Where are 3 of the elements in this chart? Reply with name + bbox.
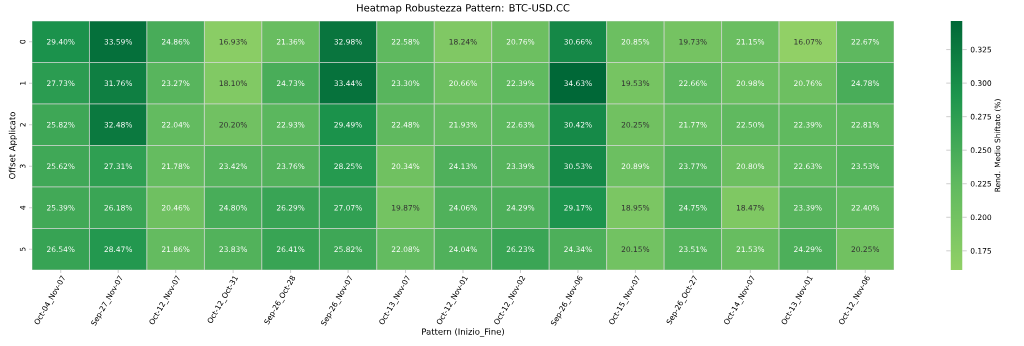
y-axis-title: Offset Applicato (8, 112, 17, 179)
chart-title: Heatmap Robustezza Pattern: BTC-USD.CC (357, 3, 570, 14)
x-axis-title: Pattern (Inizio_Fine) (422, 328, 504, 337)
